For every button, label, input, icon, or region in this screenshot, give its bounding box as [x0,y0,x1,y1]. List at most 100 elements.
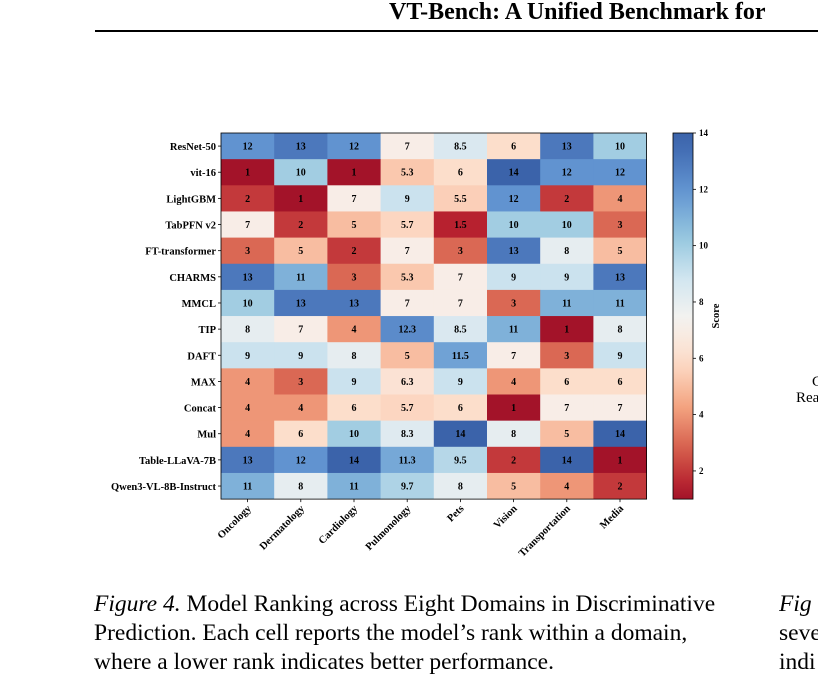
cell-value-label: 3 [618,220,623,231]
running-header: VT-Bench: A Unified Benchmark for [389,0,766,25]
heatmap-cell [327,316,381,343]
heatmap-cell [540,472,594,500]
cell-value-label: 11.3 [399,455,416,466]
colorbar-tick-label: 4 [699,410,704,420]
cell-value-label: 4 [245,429,250,440]
cell-value-label: 13 [243,272,253,283]
heatmap-cell [433,446,488,474]
heatmap-cell [540,159,594,186]
heatmap-cell [540,263,594,291]
cell-value-label: 5.3 [401,168,414,179]
heatmap-cell [540,342,594,369]
cell-value-label: 7 [405,142,410,153]
cell-value-label: 10 [509,220,519,231]
heatmap-cell [593,342,647,369]
cell-value-label: 3 [298,377,303,388]
heatmap-cell [327,368,381,395]
cell-value-label: 4 [245,403,250,414]
cell-value-label: 4 [352,325,357,336]
row-labels: ResNet-50 vit-16 LightGBM TabPFN v2 FT-trans… [111,142,221,493]
heatmap-cell [433,237,488,265]
heatmap-cell [433,472,488,500]
cell-value-label: 4 [245,377,250,388]
heatmap-cell [487,472,541,500]
cell-value-label: 5 [618,246,623,257]
cell-value-label: 5 [564,429,569,440]
heatmap-cell [380,263,435,291]
cell-value-label: 1 [511,403,516,414]
cell-value-label: 8 [352,351,357,362]
heatmap-cell [433,394,488,422]
cell-value-label: 5 [511,482,516,493]
cell-value-label: 13 [509,246,519,257]
colorbar-gradient [672,132,694,500]
cell-value-label: 7 [618,403,623,414]
cell-value-label: 6 [352,403,357,414]
cell-value-label: 9 [511,272,516,283]
colorbar-tick-label: 6 [699,353,704,363]
cell-value-label: 12 [296,455,306,466]
heatmap-cell [487,394,541,422]
cell-value-label: 13 [243,455,253,466]
column-label: Cardiology [317,503,361,547]
heatmap-cell [380,420,435,448]
cell-value-label: 8 [458,482,463,493]
cell-value-label: 11 [243,482,252,493]
cell-value-label: 9.5 [454,455,467,466]
colorbar-label: Score [711,303,722,328]
heatmap-cell [274,420,328,448]
cell-value-label: 6 [511,142,516,153]
row-label: TabPFN v2 [165,221,216,232]
cell-value-label: 1 [618,455,623,466]
cell-value-label: 4 [618,194,623,205]
column-label: Dermatology [258,503,308,553]
heatmap-cell [433,133,488,160]
cell-value-label: 8 [564,246,569,257]
cell-value-label: 2 [564,194,569,205]
heatmap-cell [540,185,594,212]
cell-value-label: 12 [349,142,359,153]
cell-value-label: 7 [405,298,410,309]
cell-value-label: 2 [298,220,303,231]
cell-value-label: 3 [458,246,463,257]
cell-value-label: 14 [349,455,359,466]
cell-value-label: 13 [296,142,306,153]
heatmap-cell [327,394,381,422]
cell-value-label: 10 [562,220,572,231]
heatmap-cell [540,368,594,395]
row-label: Table-LLaVA-7B [139,456,216,467]
cell-value-label: 3 [245,246,250,257]
header-rule [95,30,818,32]
caption-text: Model Ranking across Eight Domains in Di… [94,591,716,675]
heatmap-cell [540,394,594,422]
heatmap-cell [221,316,275,343]
cell-value-label: 3 [352,272,357,283]
cell-value-label: 4 [564,482,569,493]
cell-value-label: 5.7 [401,220,414,231]
cell-value-label: 1 [298,194,303,205]
row-label: DAFT [187,351,216,362]
heatmap-cell [593,237,647,265]
heatmap-cell [593,159,647,186]
cell-value-label: 8.5 [454,325,467,336]
heatmap-cell [380,159,435,186]
row-label: Qwen3-VL-8B-Instruct [111,482,216,493]
colorbar-tick-label: 14 [699,128,709,138]
heatmap-cell [327,185,381,212]
cell-value-label: 5.3 [401,272,414,283]
column-label: Transportation [517,503,573,559]
heatmap-cell [380,394,435,422]
heatmap-cell [274,237,328,265]
colorbar-tick-label: 12 [699,184,709,194]
colorbar-tick-label: 8 [699,297,704,307]
heatmap-cell [433,420,488,448]
cell-value-label: 9 [618,351,623,362]
cell-value-label: 7 [458,298,463,309]
heatmap-cell [221,185,275,212]
heatmap-cell [221,368,275,395]
heatmap-cell [540,446,594,474]
cell-value-label: 3 [511,298,516,309]
cell-value-label: 10 [615,142,625,153]
heatmap-cell [540,237,594,265]
heatmap-cell [593,185,647,212]
